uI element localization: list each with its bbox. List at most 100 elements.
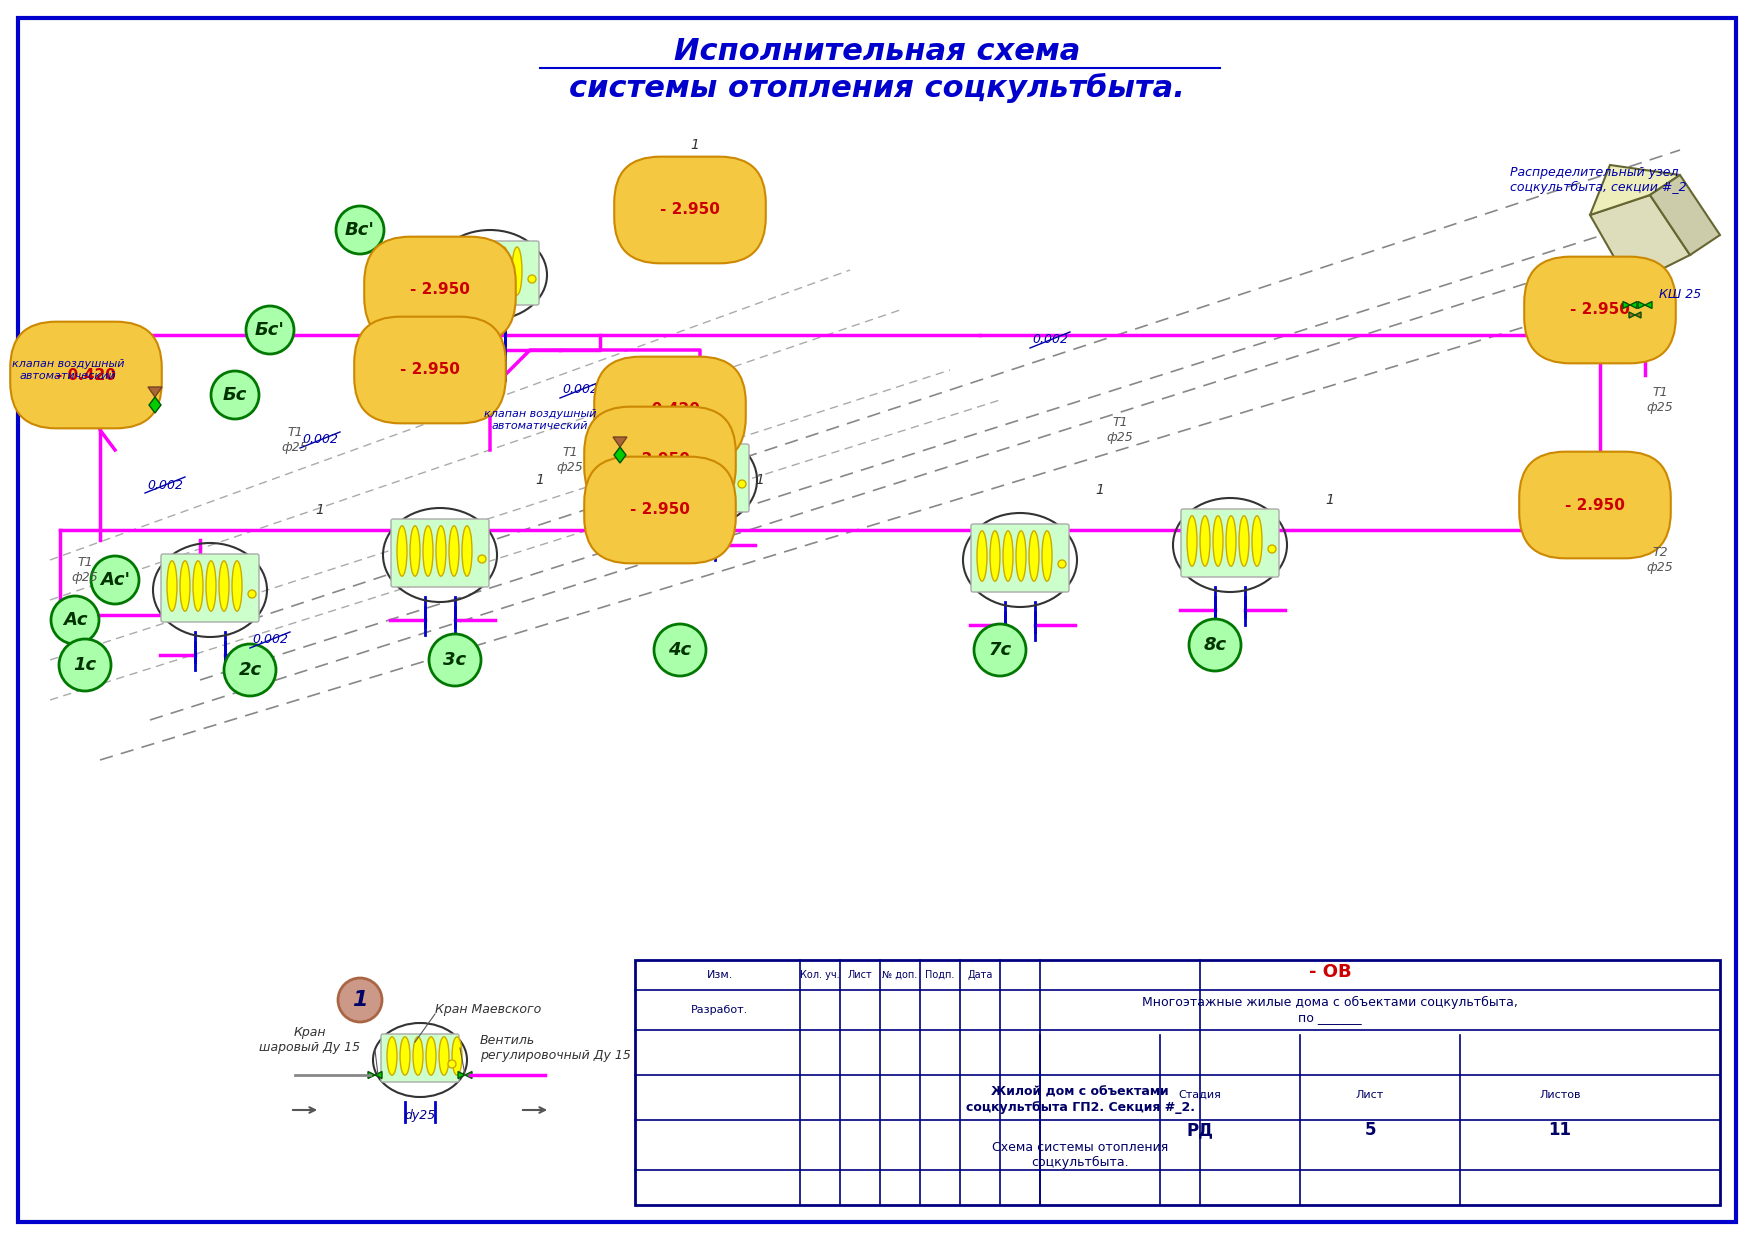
Polygon shape	[1622, 301, 1629, 309]
Circle shape	[479, 556, 486, 563]
Ellipse shape	[1187, 516, 1196, 567]
Ellipse shape	[658, 451, 667, 501]
Text: клапан воздушный
автоматический: клапан воздушный автоматический	[484, 409, 596, 430]
Polygon shape	[458, 1071, 465, 1079]
Text: клапан воздушный
автоматический: клапан воздушный автоматический	[12, 360, 125, 381]
Text: 2с: 2с	[239, 661, 261, 680]
Ellipse shape	[670, 451, 681, 501]
Circle shape	[225, 644, 275, 696]
Text: - 2.950: - 2.950	[1570, 303, 1629, 317]
Text: Кран Маевского: Кран Маевского	[435, 1003, 542, 1017]
Polygon shape	[612, 436, 626, 446]
Polygon shape	[1589, 195, 1691, 285]
Circle shape	[528, 275, 537, 283]
Circle shape	[210, 371, 260, 419]
Text: - 2.950: - 2.950	[630, 453, 689, 467]
Ellipse shape	[977, 531, 988, 582]
Polygon shape	[1638, 301, 1645, 309]
Bar	[635, 960, 1721, 1205]
Polygon shape	[1635, 312, 1642, 317]
Circle shape	[738, 480, 745, 489]
Ellipse shape	[426, 1037, 437, 1075]
Ellipse shape	[1042, 531, 1052, 582]
Text: 0,002: 0,002	[1031, 334, 1068, 346]
FancyBboxPatch shape	[1180, 508, 1279, 577]
Text: 4с: 4с	[668, 641, 691, 658]
Polygon shape	[1645, 301, 1652, 309]
Text: № доп.: № доп.	[882, 970, 917, 980]
Polygon shape	[149, 397, 161, 413]
Text: T1
ф25: T1 ф25	[282, 427, 309, 454]
Text: 0,002: 0,002	[1542, 464, 1579, 476]
Circle shape	[1268, 546, 1275, 553]
Text: 5: 5	[1365, 1121, 1375, 1140]
Ellipse shape	[682, 451, 693, 501]
Ellipse shape	[498, 247, 509, 295]
Polygon shape	[465, 1071, 472, 1079]
Ellipse shape	[1200, 516, 1210, 567]
Text: Многоэтажные жилые дома с объектами соцкультбыта,
по _______: Многоэтажные жилые дома с объектами соцк…	[1142, 996, 1517, 1024]
Text: 11: 11	[1549, 1121, 1572, 1140]
Text: 1: 1	[756, 472, 765, 487]
Circle shape	[337, 206, 384, 254]
Circle shape	[247, 590, 256, 598]
Text: - 2.950: - 2.950	[400, 362, 460, 377]
Ellipse shape	[437, 526, 446, 577]
Ellipse shape	[167, 560, 177, 611]
Text: T1
ф25: T1 ф25	[72, 556, 98, 584]
Text: Вс': Вс'	[346, 221, 375, 239]
Ellipse shape	[400, 1037, 410, 1075]
Text: T1
ф25: T1 ф25	[1107, 415, 1133, 444]
Ellipse shape	[723, 451, 731, 501]
Polygon shape	[1651, 175, 1721, 255]
Ellipse shape	[410, 526, 419, 577]
Text: 1с: 1с	[74, 656, 96, 675]
Text: КШ 25: КШ 25	[1659, 289, 1701, 301]
Text: Жилой дом с объектами
соцкультбыта ГП2. Секция #_2.: Жилой дом с объектами соцкультбыта ГП2. …	[965, 1086, 1194, 1114]
Ellipse shape	[447, 247, 458, 295]
Circle shape	[430, 634, 481, 686]
Text: Лист: Лист	[1356, 1090, 1384, 1100]
Text: Схема системы отопления
соцкультбыта.: Схема системы отопления соцкультбыта.	[991, 1141, 1168, 1169]
Text: РД: РД	[1186, 1121, 1214, 1140]
Text: Вентиль
регулировочный Ду 15: Вентиль регулировочный Ду 15	[481, 1034, 631, 1061]
Text: 1: 1	[1326, 494, 1335, 507]
Text: 1: 1	[535, 472, 544, 487]
Ellipse shape	[449, 526, 460, 577]
Ellipse shape	[1252, 516, 1261, 567]
Text: 3с: 3с	[444, 651, 467, 670]
Ellipse shape	[1016, 531, 1026, 582]
Text: - 0.420: - 0.420	[640, 403, 700, 418]
Circle shape	[91, 556, 139, 604]
Polygon shape	[147, 387, 161, 397]
Ellipse shape	[474, 247, 482, 295]
Circle shape	[1189, 619, 1242, 671]
Text: - 0.420: - 0.420	[56, 367, 116, 382]
Text: Листов: Листов	[1540, 1090, 1580, 1100]
Ellipse shape	[219, 560, 230, 611]
Circle shape	[339, 978, 382, 1022]
Ellipse shape	[1214, 516, 1223, 567]
FancyBboxPatch shape	[391, 520, 489, 587]
Ellipse shape	[486, 247, 496, 295]
Text: Лист: Лист	[847, 970, 872, 980]
FancyBboxPatch shape	[440, 241, 538, 305]
Text: 0,002: 0,002	[147, 479, 182, 491]
Text: - 2.950: - 2.950	[410, 283, 470, 298]
Text: 0,002: 0,002	[561, 383, 598, 397]
Text: - 2.950: - 2.950	[630, 502, 689, 517]
Text: 1: 1	[691, 138, 700, 153]
FancyBboxPatch shape	[972, 525, 1068, 591]
Ellipse shape	[396, 526, 407, 577]
Ellipse shape	[1003, 531, 1014, 582]
Text: системы отопления соцкультбыта.: системы отопления соцкультбыта.	[568, 73, 1186, 103]
Text: Бс': Бс'	[254, 321, 284, 339]
Circle shape	[447, 1060, 456, 1068]
Ellipse shape	[181, 560, 189, 611]
Text: 1: 1	[353, 990, 368, 1011]
Text: Исполнительная схема: Исполнительная схема	[674, 37, 1080, 67]
Polygon shape	[1629, 301, 1636, 309]
Polygon shape	[375, 1071, 382, 1079]
Text: - 2.950: - 2.950	[1565, 497, 1624, 512]
Polygon shape	[1589, 165, 1680, 215]
